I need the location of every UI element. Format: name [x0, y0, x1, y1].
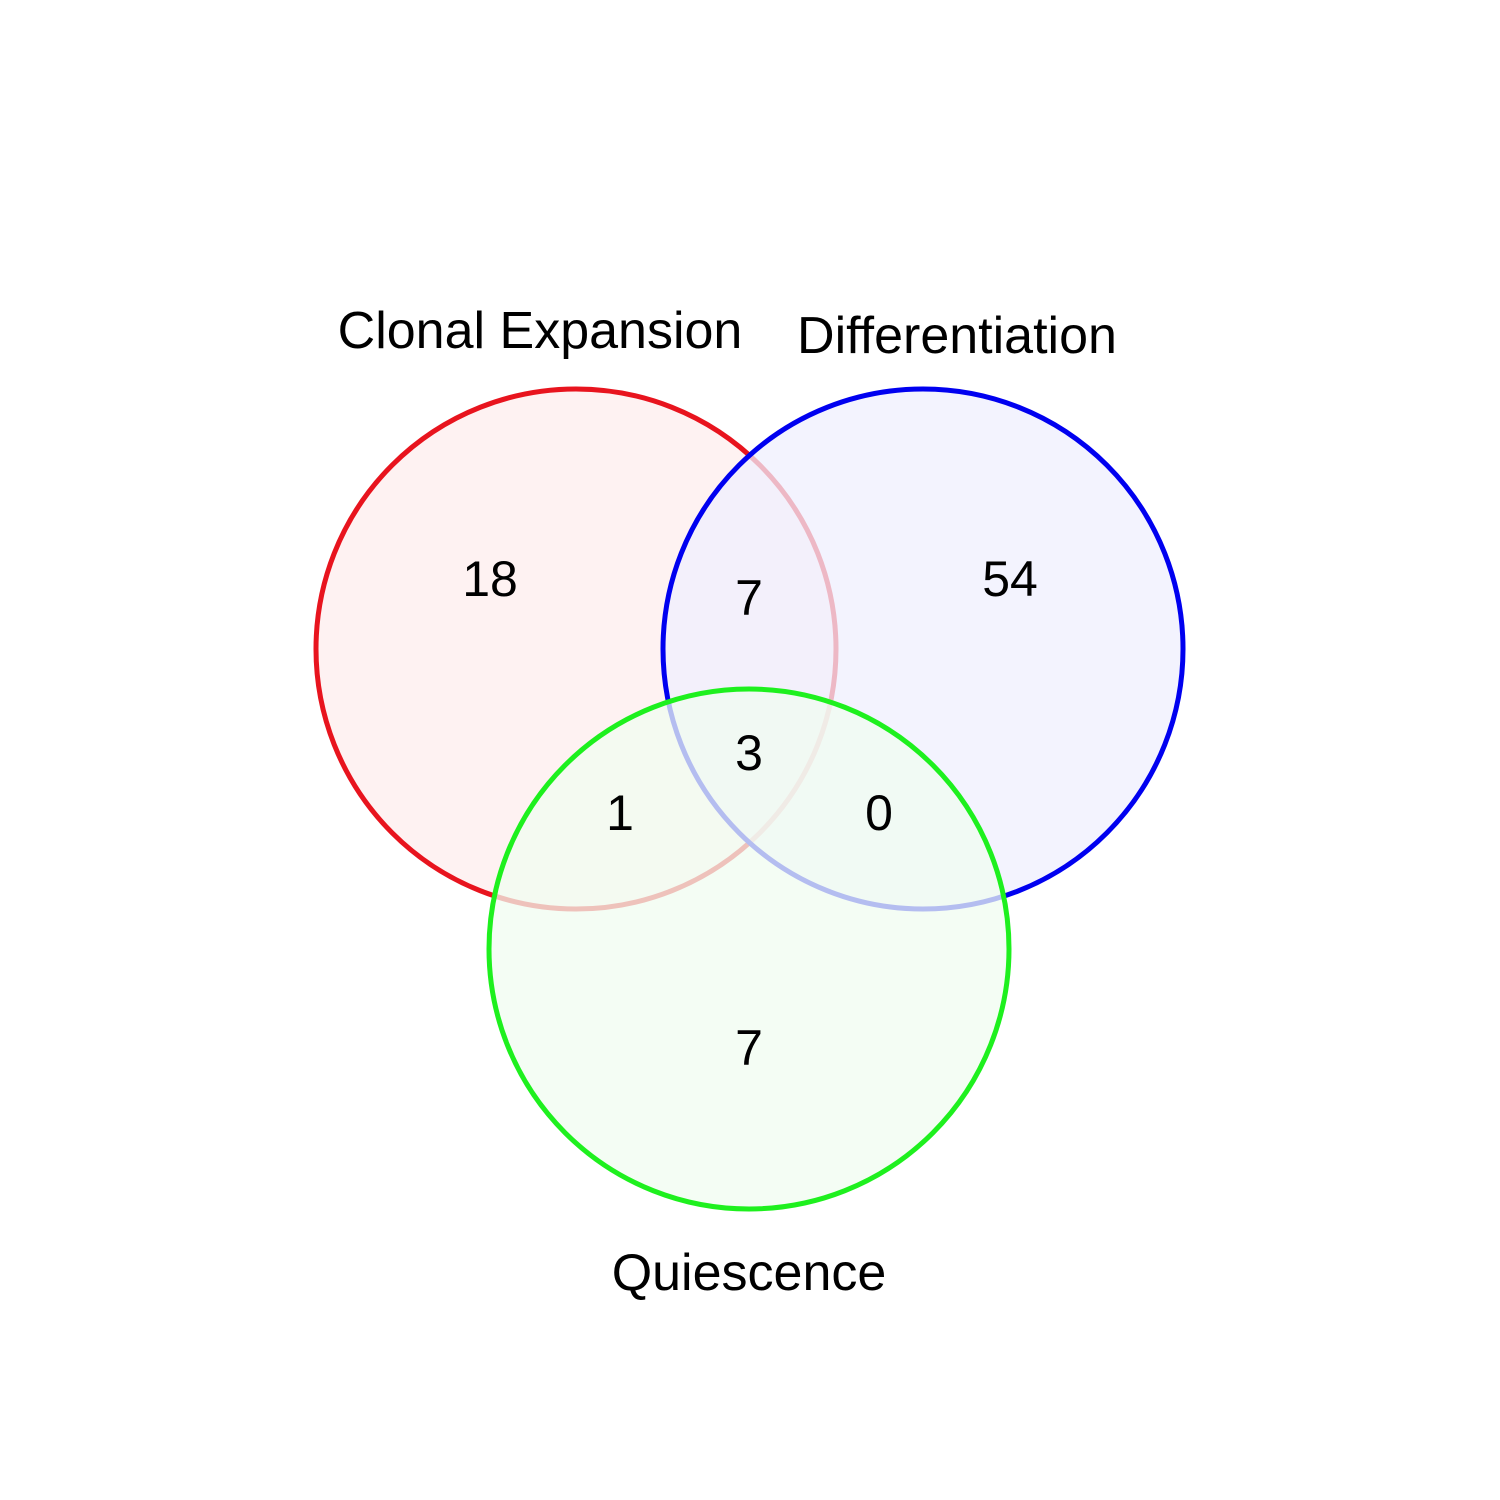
- set-labels: Clonal Expansion Differentiation Quiesce…: [338, 302, 1117, 1302]
- clonal-quiescence-count: 1: [606, 785, 634, 841]
- quiescence-label: Quiescence: [612, 1244, 887, 1302]
- differentiation-label: Differentiation: [797, 307, 1117, 365]
- differentiation-quiescence-count: 0: [865, 785, 893, 841]
- all-three-count: 3: [735, 725, 763, 781]
- quiescence-circle: [486, 686, 1012, 1212]
- region-counts: 18 54 7 3 1 0 7: [462, 551, 1038, 1076]
- clonal-only-count: 18: [462, 551, 518, 607]
- clonal-differentiation-count: 7: [735, 570, 763, 626]
- clonal-expansion-label: Clonal Expansion: [338, 302, 743, 360]
- venn-circles: [313, 386, 1186, 1212]
- quiescence-only-count: 7: [735, 1020, 763, 1076]
- differentiation-only-count: 54: [982, 551, 1038, 607]
